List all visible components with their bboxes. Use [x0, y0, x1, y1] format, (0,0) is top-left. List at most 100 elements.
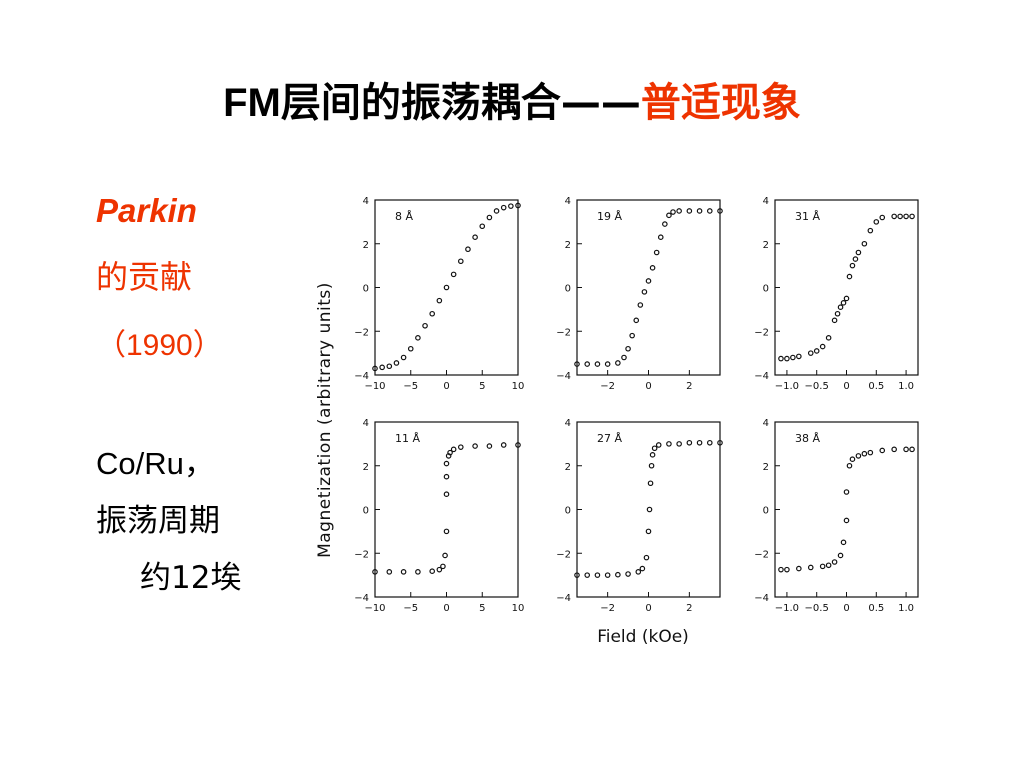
data-point [508, 203, 514, 209]
slide-title: FM层间的振荡耦合——普适现象 [0, 70, 1024, 128]
y-tick-label: 0 [363, 284, 369, 295]
data-point [840, 539, 847, 546]
data-point [500, 204, 507, 211]
data-point [450, 446, 457, 453]
y-tick-label: −4 [556, 593, 571, 604]
data-point [706, 439, 713, 446]
data-point [717, 208, 723, 214]
data-point [621, 354, 627, 361]
data-point [643, 554, 650, 561]
data-point [670, 209, 676, 215]
data-point [400, 569, 407, 575]
data-point [639, 565, 646, 572]
data-point [458, 258, 464, 265]
data-point [584, 361, 591, 367]
data-point [867, 449, 874, 456]
data-point [867, 227, 874, 234]
data-point [717, 439, 723, 446]
data-point [458, 444, 464, 450]
data-point [574, 361, 580, 367]
data-point [594, 361, 601, 367]
period-label: 振荡周期 [96, 503, 220, 539]
data-point [843, 517, 850, 524]
data-point [443, 491, 450, 497]
data-point [635, 569, 642, 575]
data-point [604, 572, 611, 578]
data-point [472, 234, 478, 240]
data-point [386, 569, 393, 575]
data-point [846, 273, 853, 280]
y-tick-label: 4 [565, 196, 571, 207]
data-point [686, 208, 693, 214]
data-point [778, 355, 784, 362]
title-accent: 普适现象 [640, 80, 801, 126]
y-tick-label: −4 [556, 371, 571, 382]
data-point [676, 208, 682, 214]
x-tick-label: −2 [600, 381, 615, 392]
data-point [903, 446, 909, 453]
data-point [500, 442, 507, 448]
data-point [436, 297, 443, 304]
data-point [400, 354, 407, 361]
y-tick-label: −2 [354, 549, 369, 560]
data-point [443, 528, 450, 535]
data-point [831, 559, 838, 565]
data-point [393, 360, 400, 366]
data-point [696, 439, 703, 446]
data-point [879, 447, 886, 454]
panel-frame [374, 199, 519, 376]
data-point [637, 302, 644, 308]
x-tick-label: 1.0 [898, 603, 914, 614]
y-tick-label: 2 [763, 462, 769, 473]
data-point [897, 213, 903, 220]
data-point [465, 246, 471, 253]
title-main: 层间的振荡耦合—— [280, 80, 641, 126]
data-point [440, 563, 446, 570]
data-point [666, 441, 672, 447]
data-point [442, 552, 448, 559]
data-point [840, 300, 847, 306]
data-point [407, 345, 414, 352]
x-tick-label: −2 [600, 603, 615, 614]
x-tick-label: 0.5 [868, 603, 884, 614]
data-point [646, 506, 653, 513]
data-point [584, 572, 591, 578]
data-point [515, 202, 521, 209]
data-point [837, 304, 844, 310]
panel-frame [576, 199, 721, 376]
year-label: （1990） [96, 329, 223, 362]
panel-5: 4 2 0 −2 −4 −2 0 2 27 Å [556, 418, 723, 614]
y-tick-label: −2 [556, 549, 571, 560]
x-tick-label: −5 [403, 381, 418, 392]
data-point [846, 462, 853, 469]
data-point [825, 562, 832, 569]
data-point [625, 345, 631, 352]
y-tick-label: 2 [363, 240, 369, 251]
data-point [843, 295, 850, 302]
data-point [372, 569, 378, 575]
y-tick-label: 2 [763, 240, 769, 251]
data-point [807, 350, 814, 356]
data-point [574, 572, 580, 578]
y-tick-label: 0 [363, 506, 369, 517]
data-point [855, 453, 862, 459]
x-tick-label: 0.5 [868, 381, 884, 392]
data-point [379, 364, 385, 371]
data-point [819, 343, 826, 350]
data-point [429, 568, 436, 574]
y-tick-label: 0 [763, 506, 769, 517]
y-tick-label: −4 [754, 371, 769, 382]
data-point [696, 208, 703, 214]
title-prefix: FM [223, 81, 281, 125]
data-point [796, 353, 802, 360]
panel-4: 4 2 0 −2 −4−10 −5 0 5 10 11 Å [354, 418, 524, 614]
data-point [837, 552, 844, 559]
y-tick-label: 4 [363, 418, 369, 429]
data-point [903, 213, 909, 220]
panel-label: 31 Å [795, 210, 820, 223]
data-point [443, 284, 450, 291]
data-point [493, 208, 500, 214]
y-tick-label: −2 [556, 327, 571, 338]
x-axis-label: Field (kOe) [597, 627, 689, 647]
y-tick-label: −2 [754, 327, 769, 338]
